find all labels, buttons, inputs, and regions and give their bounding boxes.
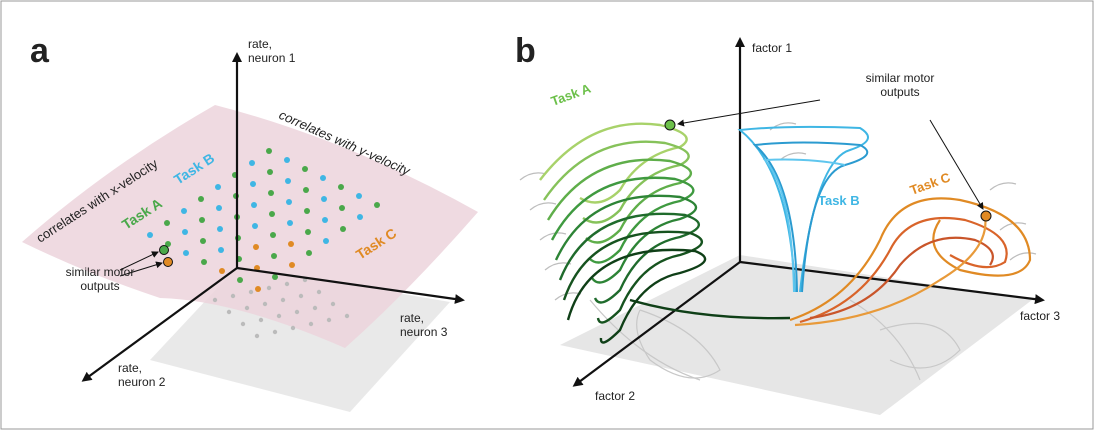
shadow-dot (213, 298, 217, 302)
marker (665, 120, 675, 130)
axis-label: rate,neuron 3 (400, 311, 448, 339)
dot (147, 232, 153, 238)
streamline (1010, 253, 1036, 260)
dot (287, 220, 293, 226)
dot (253, 244, 259, 250)
dot (272, 274, 278, 280)
dot (267, 169, 273, 175)
shadow-dot (331, 302, 335, 306)
shadow-dot (255, 334, 259, 338)
dot (237, 277, 243, 283)
dot (201, 259, 207, 265)
shadow-dot (273, 330, 277, 334)
shadow-dot (231, 294, 235, 298)
shadow-dot (227, 310, 231, 314)
marker (164, 258, 173, 267)
dot (218, 247, 224, 253)
shadow-dot (291, 326, 295, 330)
dot (356, 193, 362, 199)
dot (285, 178, 291, 184)
dot (286, 199, 292, 205)
dot (183, 250, 189, 256)
panel-label: a (30, 32, 50, 70)
pointer (930, 120, 983, 209)
axis-label: factor 3 (1020, 309, 1060, 323)
dot (198, 196, 204, 202)
shadow-dot (317, 290, 321, 294)
dot (323, 238, 329, 244)
dot (288, 241, 294, 247)
dot (250, 181, 256, 187)
task-label: Task B (818, 193, 860, 208)
dot (219, 268, 225, 274)
dot (269, 211, 275, 217)
dot (340, 226, 346, 232)
streamline (990, 183, 1016, 190)
shadow-dot (245, 306, 249, 310)
shadow-dot (249, 290, 253, 294)
dot (339, 205, 345, 211)
axis-label: rate,neuron 2 (118, 361, 166, 389)
shadow-dot (259, 318, 263, 322)
dot (266, 148, 272, 154)
dot (164, 220, 170, 226)
dot (252, 223, 258, 229)
axis-label: factor 2 (595, 389, 635, 403)
axis-label: factor 1 (752, 41, 792, 55)
shadow-dot (299, 294, 303, 298)
dot (268, 190, 274, 196)
streamline (530, 203, 556, 210)
pointer (678, 100, 820, 124)
dot (289, 262, 295, 268)
shadow-dot (285, 282, 289, 286)
dot (303, 187, 309, 193)
dot (320, 175, 326, 181)
shadow-dot (277, 314, 281, 318)
dot (284, 157, 290, 163)
dot (200, 238, 206, 244)
dot (338, 184, 344, 190)
dot (217, 226, 223, 232)
shadow-dot (241, 322, 245, 326)
dot (357, 214, 363, 220)
figure: a rate,neuron 1 rate,neuron 3 rate,neuro… (0, 0, 1094, 430)
dot (271, 253, 277, 259)
dot (304, 208, 310, 214)
shadow-dot (309, 322, 313, 326)
dot (216, 205, 222, 211)
marker (160, 246, 169, 255)
panel-a: a rate,neuron 1 rate,neuron 3 rate,neuro… (22, 32, 478, 412)
shadow-dot (327, 318, 331, 322)
axis-label: rate,neuron 1 (248, 37, 296, 65)
shadow-dot (263, 302, 267, 306)
dot (215, 184, 221, 190)
dot (305, 229, 311, 235)
shadow-dot (281, 298, 285, 302)
dot (249, 160, 255, 166)
dot (182, 229, 188, 235)
dot (199, 217, 205, 223)
shadow-dot (267, 286, 271, 290)
shadow-dot (345, 314, 349, 318)
panel-label: b (515, 32, 536, 70)
task-a-trajectory (540, 124, 687, 203)
task-label: Task A (549, 80, 593, 108)
dot (270, 232, 276, 238)
dot (374, 202, 380, 208)
shadow-dot (313, 306, 317, 310)
dot (322, 217, 328, 223)
marker (981, 211, 991, 221)
dot (321, 196, 327, 202)
dot (251, 202, 257, 208)
dot (255, 286, 261, 292)
dot (302, 166, 308, 172)
shadow-dot (295, 310, 299, 314)
panel-b: similar motoroutputs b factor 1 factor 3… (515, 32, 1060, 415)
dot (306, 250, 312, 256)
task-label: Task C (908, 169, 953, 198)
dot (181, 208, 187, 214)
